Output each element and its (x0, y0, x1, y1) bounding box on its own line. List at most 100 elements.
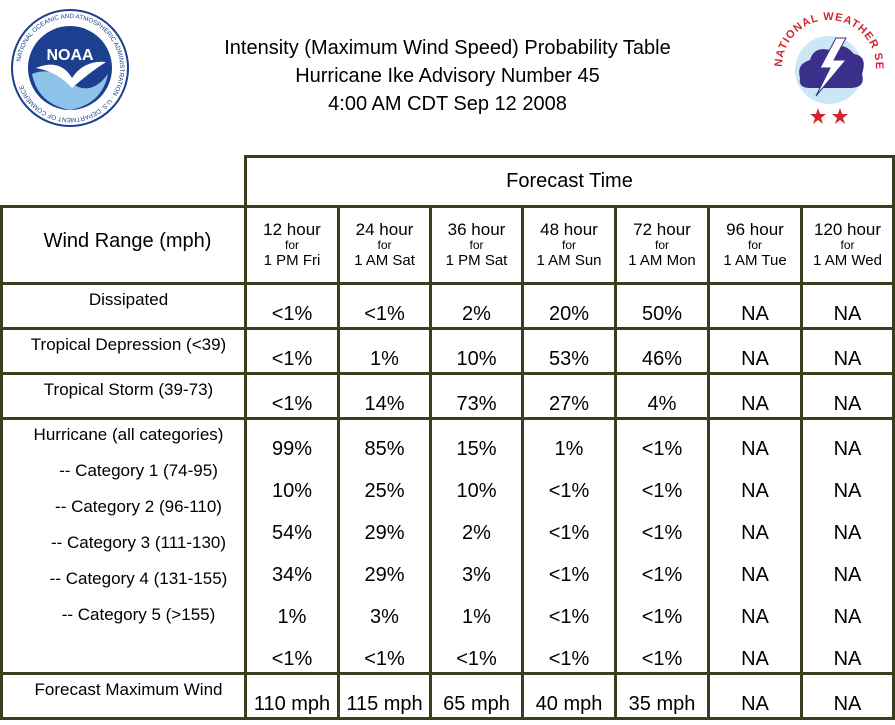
probability-value: 25% (364, 480, 405, 502)
value-cell: 40 mph (521, 672, 617, 720)
value-cell: <1% (244, 372, 340, 420)
probability-value: 1% (554, 438, 584, 460)
probability-value: <1% (548, 606, 590, 628)
column-header: 120 hour for 1 AM Wed (800, 205, 895, 285)
row-label-cell: Dissipated (0, 282, 247, 330)
value-cell: 15% 10% 2% 3% 1% <1% (429, 417, 524, 675)
value-cell: NA (707, 672, 803, 720)
table-row: Dissipated <1% <1% 2% 20% 50% NA NA (0, 282, 895, 330)
value-cell: 110 mph (244, 672, 340, 720)
probability-value: <1% (548, 480, 590, 502)
row-label: -- Category 1 (74-95) (59, 461, 218, 480)
probability-value: 99% (271, 438, 313, 460)
column-hours: 120 hour (813, 220, 882, 239)
column-hours: 12 hour (263, 220, 321, 239)
value-cell: NA (800, 327, 895, 375)
row-label: -- Category 3 (111-130) (50, 533, 227, 552)
probability-value: 1% (462, 606, 491, 628)
probability-value: 54% (271, 522, 313, 544)
probability-value: <1% (456, 648, 497, 670)
row-label: Forecast Maximum Wind (34, 680, 223, 699)
table-row: Hurricane (all categories) -- Category 1 … (0, 417, 895, 675)
probability-value: NA (833, 606, 862, 628)
probability-value: 2% (462, 522, 491, 544)
value-cell: NA (707, 327, 803, 375)
value-cell: 115 mph (337, 672, 432, 720)
probability-value: 3% (370, 606, 399, 628)
probability-value: 35 mph (628, 693, 696, 715)
probability-value: NA (741, 693, 769, 715)
column-header: 24 hour for 1 AM Sat (337, 205, 432, 285)
value-cell: NA (800, 282, 895, 330)
probability-value: NA (833, 522, 862, 544)
nws-logo: NATIONAL WEATHER SERVICE (770, 8, 886, 124)
probability-value: 40 mph (535, 693, 603, 715)
probability-value: 34% (271, 564, 313, 586)
column-when: 1 PM Fri (263, 252, 321, 269)
value-cell: 1% <1% <1% <1% <1% <1% (521, 417, 617, 675)
column-hours: 48 hour (540, 220, 598, 239)
value-cell: 73% (429, 372, 524, 420)
probability-value: 65 mph (443, 693, 510, 715)
probability-value: 4% (647, 393, 677, 415)
probability-value: <1% (641, 480, 683, 502)
value-cell: 35 mph (614, 672, 710, 720)
probability-value: <1% (548, 522, 590, 544)
probability-value: NA (833, 303, 862, 325)
probability-value: <1% (641, 606, 683, 628)
column-header: 96 hour for 1 AM Tue (707, 205, 803, 285)
probability-value: 73% (456, 393, 497, 415)
column-for: for (377, 238, 392, 252)
svg-text:NOAA: NOAA (46, 47, 94, 64)
probability-value: <1% (271, 303, 313, 325)
column-for: for (561, 238, 576, 252)
probability-value: 15% (456, 438, 497, 460)
table-row: Tropical Depression (<39) <1% 1% 10% 53% 46% N… (0, 327, 895, 375)
column-header: 72 hour for 1 AM Mon (614, 205, 710, 285)
probability-value: NA (833, 393, 862, 415)
column-for: for (654, 238, 669, 252)
title-line-3: 4:00 AM CDT Sep 12 2008 (328, 93, 567, 115)
row-label: -- Category 2 (96-110) (55, 497, 222, 516)
value-cell: NA NA NA NA NA NA (707, 417, 803, 675)
probability-value: NA (741, 393, 769, 415)
probability-value: NA (741, 303, 769, 325)
value-cell: 53% (521, 327, 617, 375)
row-label: -- Category 4 (131-155) (49, 569, 228, 588)
column-when: 1 AM Tue (723, 252, 787, 269)
value-cell: 85% 25% 29% 29% 3% <1% (337, 417, 432, 675)
value-cell: 1% (337, 327, 432, 375)
column-hours: 36 hour (447, 220, 506, 239)
column-header: 36 hour for 1 PM Sat (429, 205, 524, 285)
row-label-cell: Tropical Storm (39-73) (0, 372, 247, 420)
probability-value: 29% (364, 564, 405, 586)
probability-value: 85% (364, 438, 405, 460)
probability-value: <1% (364, 648, 405, 670)
probability-value: 50% (641, 303, 683, 325)
probability-value: NA (833, 693, 862, 715)
probability-value: <1% (641, 438, 683, 460)
probability-value: 20% (548, 303, 590, 325)
page-title: Intensity (Maximum Wind Speed) Probabili… (160, 34, 735, 118)
column-when: 1 AM Sun (536, 252, 602, 269)
row-label-cell: Forecast Maximum Wind (0, 672, 247, 720)
probability-value: 10% (456, 348, 497, 370)
probability-value: NA (741, 648, 769, 670)
probability-value: 53% (548, 348, 590, 370)
probability-value: 2% (462, 303, 491, 325)
row-label: -- Category 5 (>155) (61, 605, 216, 624)
column-for: for (840, 238, 855, 252)
row-label: Tropical Storm (39-73) (43, 380, 214, 399)
column-hours: 24 hour (355, 220, 414, 239)
probability-value: <1% (548, 648, 590, 670)
probability-value: 29% (364, 522, 405, 544)
column-when: 1 AM Wed (813, 252, 882, 269)
value-cell: 20% (521, 282, 617, 330)
title-line-1: Intensity (Maximum Wind Speed) Probabili… (224, 37, 671, 59)
value-cell: 46% (614, 327, 710, 375)
value-cell: NA NA NA NA NA NA (800, 417, 895, 675)
row-label: Tropical Depression (<39) (30, 335, 227, 354)
value-cell: 50% (614, 282, 710, 330)
probability-value: NA (741, 438, 769, 460)
value-cell: 27% (521, 372, 617, 420)
